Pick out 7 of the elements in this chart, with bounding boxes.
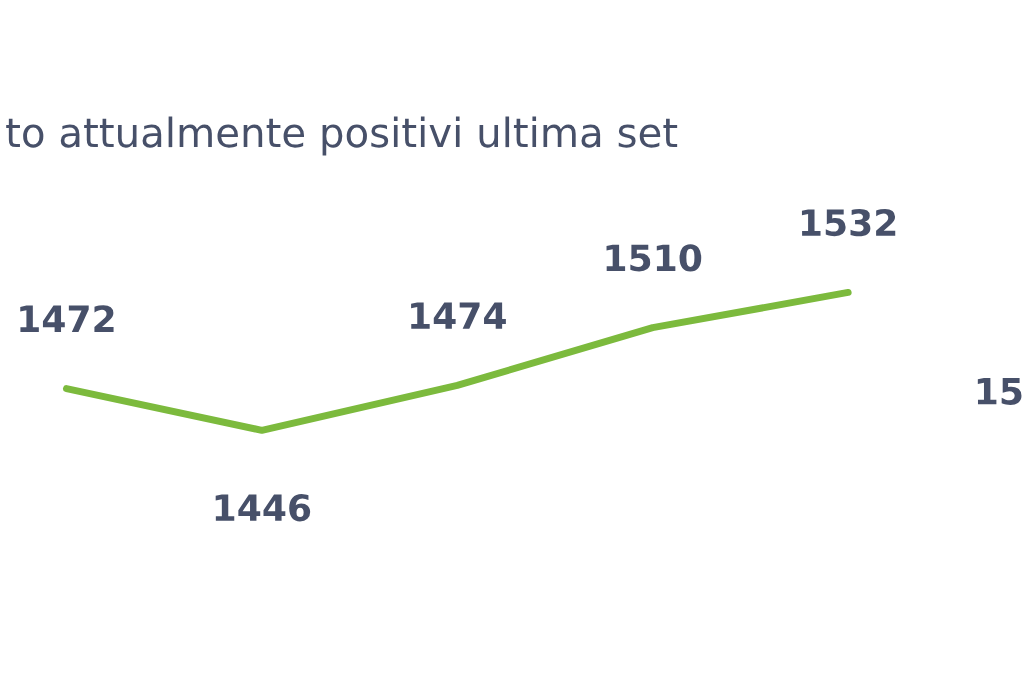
- data-label: 1472: [20, 305, 114, 332]
- data-label: 1510: [606, 244, 702, 272]
- data-label: 1532: [801, 208, 896, 237]
- data-label: 1446: [215, 494, 311, 522]
- data-label: 1474: [411, 302, 506, 329]
- text: 15: [977, 378, 1022, 405]
- chart-title: to attualmente positivi ultima set: [6, 116, 678, 156]
